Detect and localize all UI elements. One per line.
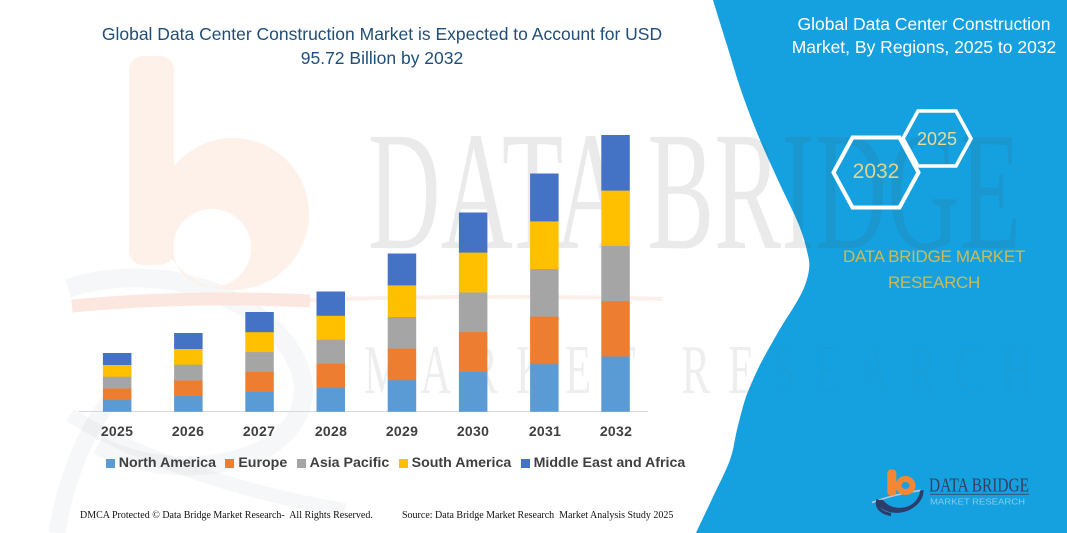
svg-text:DATA BRIDGE: DATA BRIDGE — [929, 475, 1029, 497]
svg-text:2025: 2025 — [917, 129, 957, 149]
svg-text:2032: 2032 — [853, 160, 900, 183]
svg-text:MARKET RESEARCH: MARKET RESEARCH — [930, 498, 1025, 507]
